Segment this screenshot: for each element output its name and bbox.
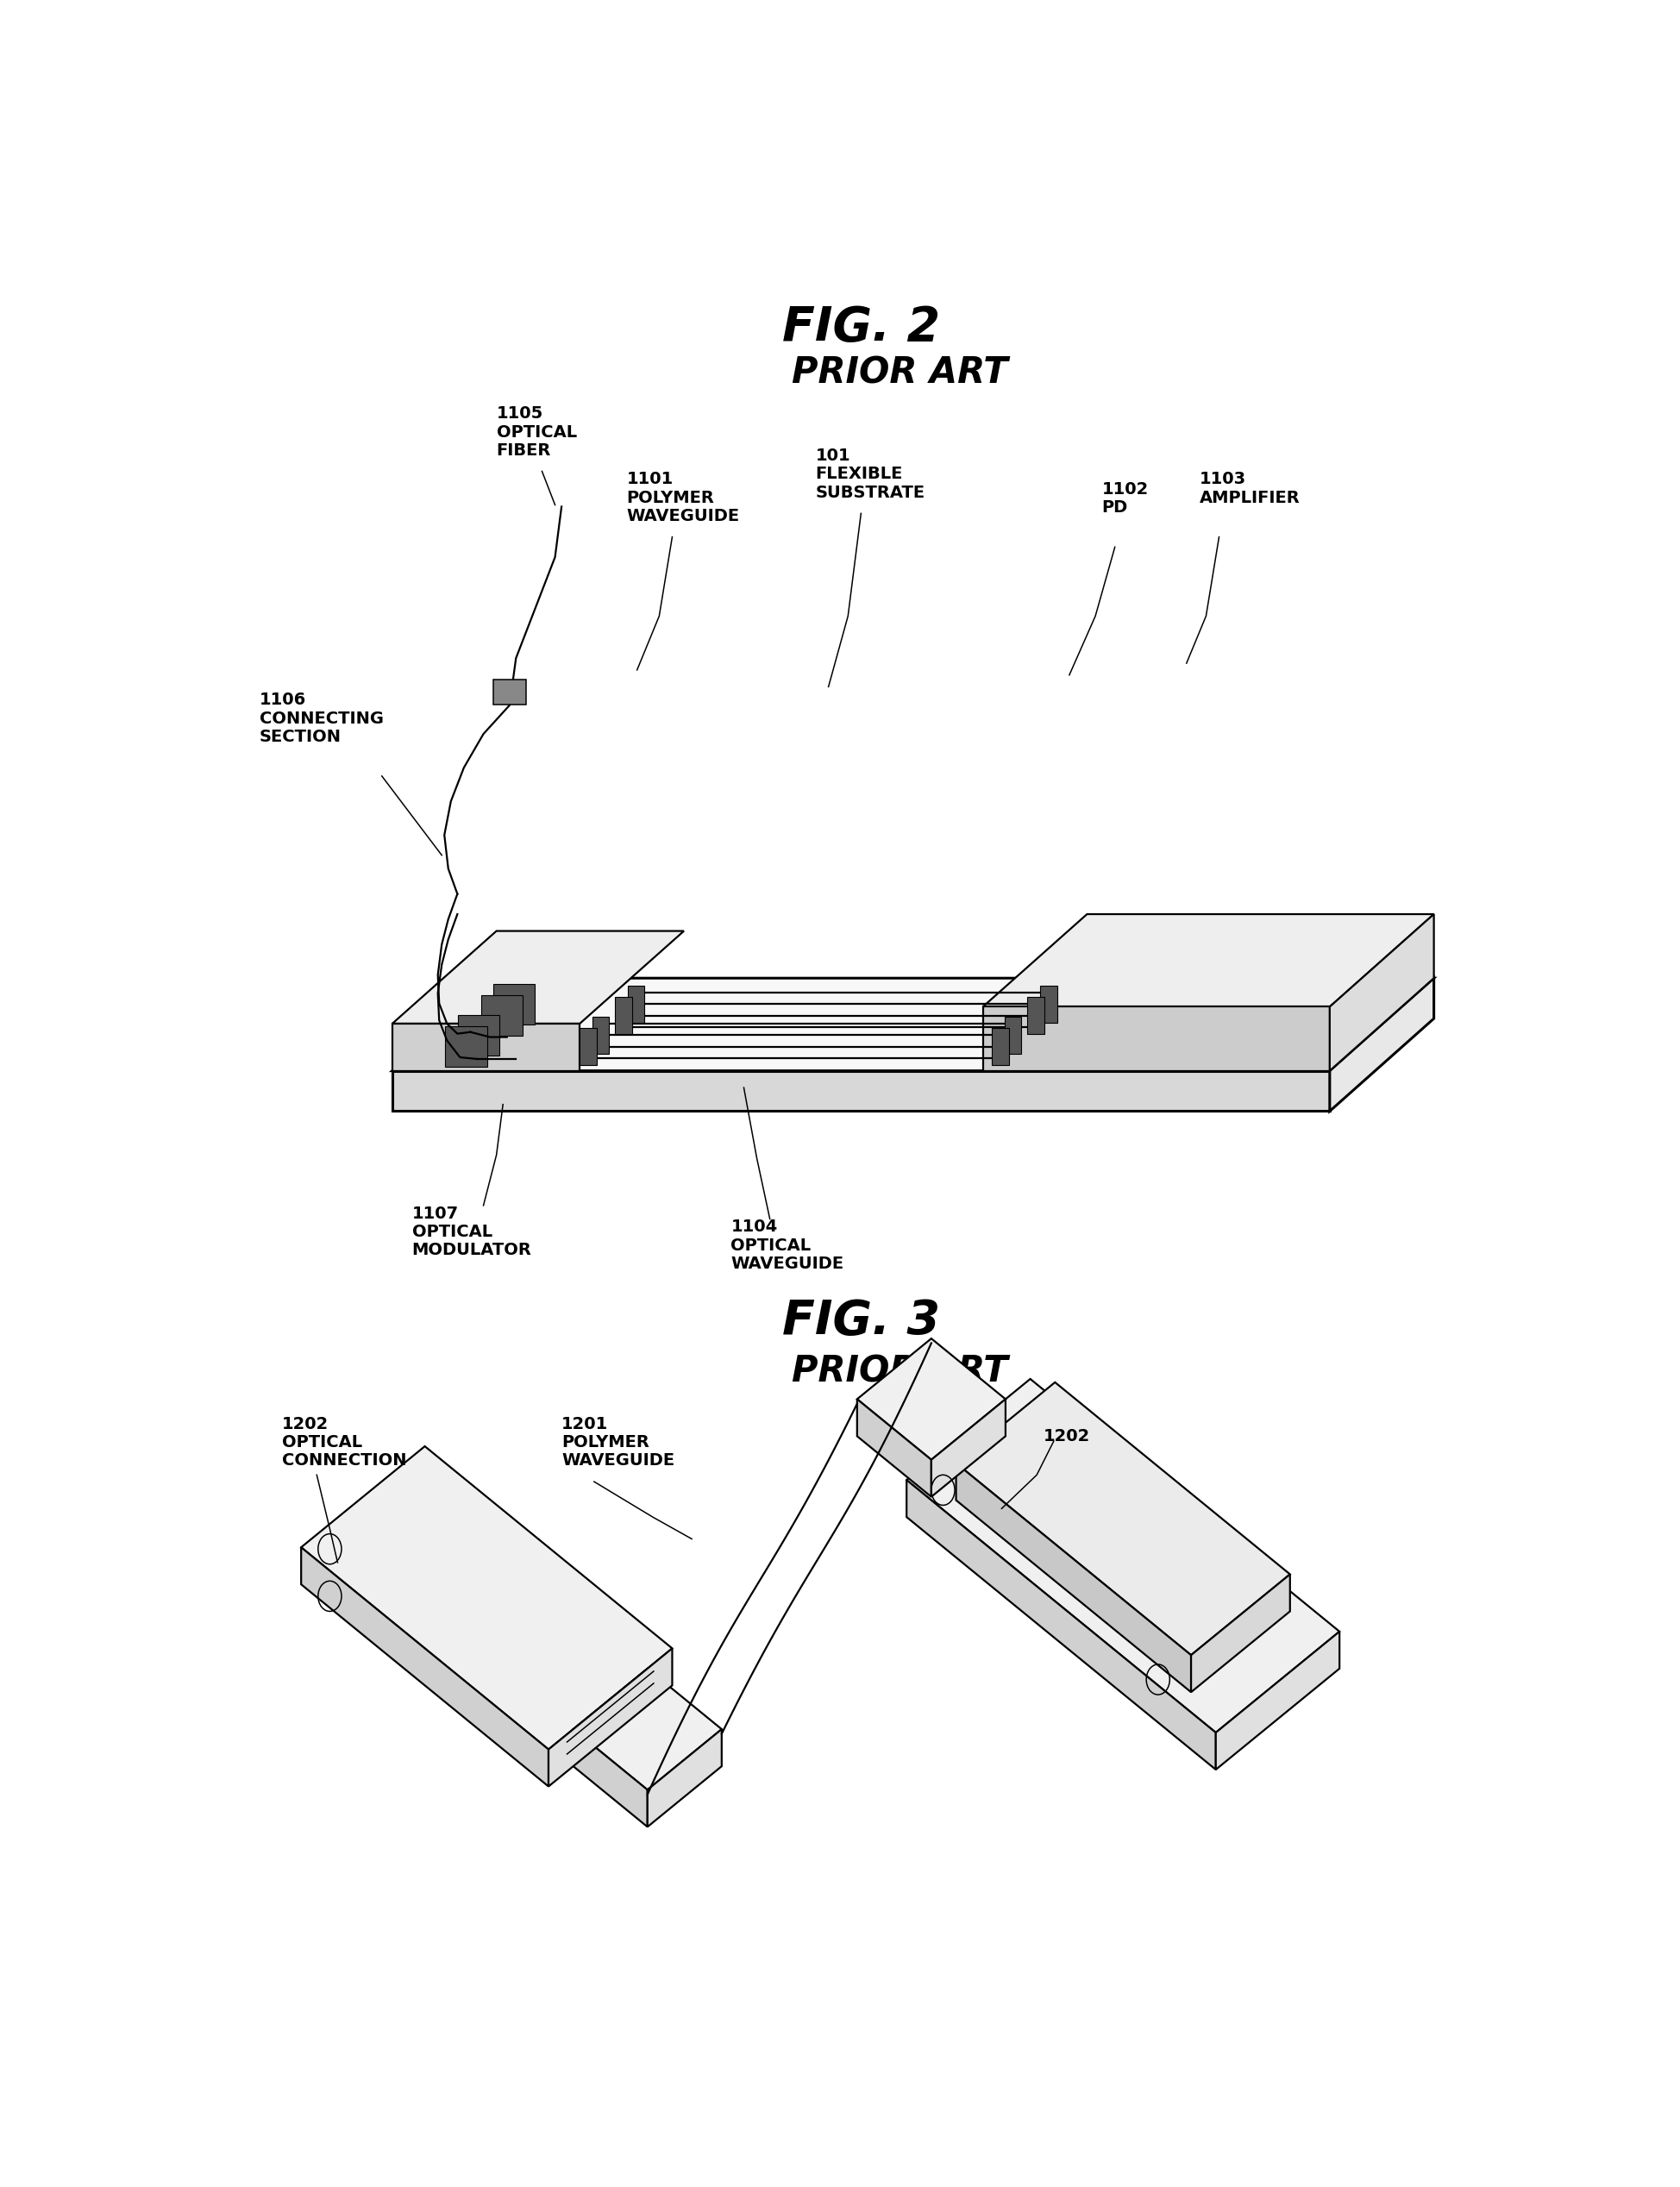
Polygon shape xyxy=(445,1026,487,1067)
Text: PRIOR ART: PRIOR ART xyxy=(791,1354,1008,1391)
Text: PRIOR ART: PRIOR ART xyxy=(791,354,1008,391)
Text: 1102
PD: 1102 PD xyxy=(1102,481,1149,516)
Polygon shape xyxy=(907,1380,1339,1732)
Polygon shape xyxy=(393,1072,1331,1111)
Text: FIG. 2: FIG. 2 xyxy=(781,304,941,352)
Text: 1106
CONNECTING
SECTION: 1106 CONNECTING SECTION xyxy=(259,691,383,746)
Text: 1101
POLYMER
WAVEGUIDE: 1101 POLYMER WAVEGUIDE xyxy=(627,470,739,525)
Polygon shape xyxy=(480,995,522,1034)
Polygon shape xyxy=(983,914,1435,1006)
Polygon shape xyxy=(907,1481,1216,1769)
Polygon shape xyxy=(628,986,645,1024)
Polygon shape xyxy=(1331,914,1435,1072)
Text: 1107
OPTICAL
MODULATOR: 1107 OPTICAL MODULATOR xyxy=(412,1205,531,1258)
Text: 1202
OPTICAL
CONNECTION: 1202 OPTICAL CONNECTION xyxy=(282,1415,407,1470)
Polygon shape xyxy=(591,1017,610,1054)
Text: 1104
OPTICAL
WAVEGUIDE: 1104 OPTICAL WAVEGUIDE xyxy=(731,1218,843,1273)
Polygon shape xyxy=(1331,978,1435,1111)
Polygon shape xyxy=(494,680,526,704)
Polygon shape xyxy=(993,1028,1010,1065)
Text: 1103
AMPLIFIER: 1103 AMPLIFIER xyxy=(1200,470,1300,505)
Polygon shape xyxy=(393,1024,580,1072)
Text: 1202: 1202 xyxy=(1043,1428,1090,1443)
Polygon shape xyxy=(1005,1017,1021,1054)
Polygon shape xyxy=(580,1028,596,1065)
Polygon shape xyxy=(615,997,632,1034)
Polygon shape xyxy=(573,1669,722,1789)
Polygon shape xyxy=(956,1463,1191,1693)
Polygon shape xyxy=(956,1382,1290,1656)
Polygon shape xyxy=(301,1446,672,1750)
Polygon shape xyxy=(1191,1575,1290,1693)
Polygon shape xyxy=(573,1730,647,1826)
Polygon shape xyxy=(459,1015,499,1056)
Text: 1105
OPTICAL
FIBER: 1105 OPTICAL FIBER xyxy=(497,405,576,459)
Polygon shape xyxy=(301,1548,548,1787)
Polygon shape xyxy=(857,1338,1006,1459)
Polygon shape xyxy=(494,984,534,1024)
Polygon shape xyxy=(931,1400,1006,1496)
Polygon shape xyxy=(1216,1632,1339,1769)
Polygon shape xyxy=(983,1006,1331,1072)
Text: 101
FLEXIBLE
SUBSTRATE: 101 FLEXIBLE SUBSTRATE xyxy=(815,448,926,501)
Polygon shape xyxy=(548,1649,672,1787)
Polygon shape xyxy=(647,1730,722,1826)
Text: 1201
POLYMER
WAVEGUIDE: 1201 POLYMER WAVEGUIDE xyxy=(561,1415,675,1470)
Text: FIG. 3: FIG. 3 xyxy=(781,1299,941,1345)
Polygon shape xyxy=(393,978,1435,1072)
Polygon shape xyxy=(393,932,684,1024)
Polygon shape xyxy=(857,1400,931,1496)
Polygon shape xyxy=(1028,997,1045,1034)
Polygon shape xyxy=(1040,986,1057,1024)
